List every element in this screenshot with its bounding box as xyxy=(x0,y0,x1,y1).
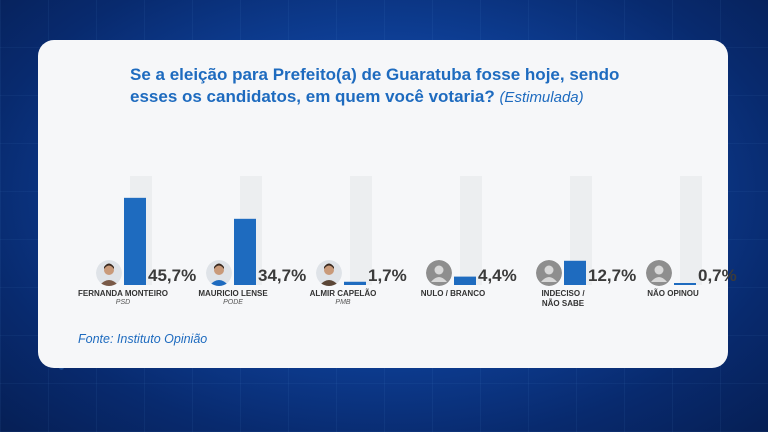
person-icon xyxy=(426,260,452,286)
bar-4 xyxy=(454,276,476,285)
bar-value-label: 45,7% xyxy=(148,266,197,285)
person-icon xyxy=(646,260,672,286)
bar-track xyxy=(570,176,592,285)
source-note: Fonte: Instituto Opinião xyxy=(78,332,208,346)
candidate-photo xyxy=(96,260,122,286)
category-label: FERNANDA MONTEIRO xyxy=(78,289,168,298)
bar-value-label: 34,7% xyxy=(258,266,307,285)
bar-value-label: 4,4% xyxy=(478,266,517,285)
bar-1 xyxy=(124,197,146,285)
bar-5 xyxy=(564,260,586,285)
bar-chart xyxy=(124,176,702,285)
candidate-photo xyxy=(206,260,232,286)
bar-2 xyxy=(234,218,256,285)
candidate-photo xyxy=(316,260,342,286)
bar-track xyxy=(460,176,482,285)
bar-3 xyxy=(344,281,366,285)
category-label: NÃO OPINOU xyxy=(647,289,699,298)
chart-title-main: Se a eleição para Prefeito(a) de Guaratu… xyxy=(130,65,620,106)
category-label: MAURICIO LENSE xyxy=(198,289,268,298)
chart-title: Se a eleição para Prefeito(a) de Guaratu… xyxy=(130,64,670,109)
person-icon xyxy=(536,260,562,286)
bar-value-label: 12,7% xyxy=(588,266,637,285)
category-label: INDECISO / NÃO SABE xyxy=(541,289,585,308)
category-label: NULO / BRANCO xyxy=(420,289,486,298)
bar-6 xyxy=(674,283,696,285)
party-label: PMB xyxy=(335,299,351,306)
bar-track xyxy=(680,176,702,285)
party-label: PSD xyxy=(115,299,131,306)
bar-value-label: 0,7% xyxy=(698,266,737,285)
bar-value-label: 1,7% xyxy=(368,266,407,285)
bar-track xyxy=(350,176,372,285)
party-label: PODE xyxy=(223,299,243,306)
poll-card: Se a eleição para Prefeito(a) de Guaratu… xyxy=(38,40,737,368)
category-label: ALMIR CAPELÃO xyxy=(309,289,377,298)
chart-title-sub: (Estimulada) xyxy=(499,89,584,106)
